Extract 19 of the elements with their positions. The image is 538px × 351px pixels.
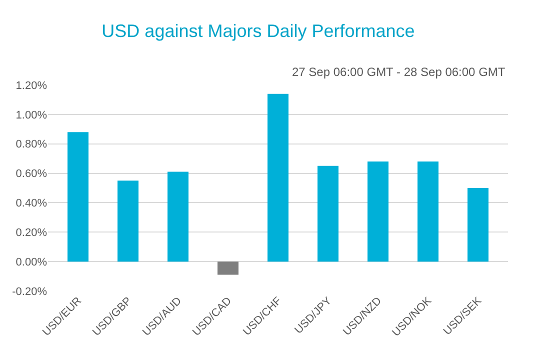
bar — [68, 132, 88, 262]
bar — [418, 162, 438, 262]
bar — [118, 180, 138, 262]
bar — [368, 162, 388, 262]
y-tick-label: 0.60% — [16, 168, 48, 180]
y-tick-label: 0.20% — [16, 226, 48, 239]
y-tick-label: -0.20% — [12, 286, 48, 298]
y-tick-label: 0.80% — [16, 138, 48, 151]
bar — [218, 262, 238, 275]
y-tick-label: 1.00% — [16, 109, 48, 122]
y-tick-label: 0.00% — [16, 256, 48, 268]
y-tick-label: 0.40% — [16, 198, 48, 210]
bar — [318, 166, 338, 262]
y-tick-label: 1.20% — [16, 80, 48, 92]
bar — [468, 188, 488, 262]
bar — [168, 172, 188, 262]
chart-subtitle: 27 Sep 06:00 GMT - 28 Sep 06:00 GMT — [292, 65, 506, 79]
chart-title: USD against Majors Daily Performance — [102, 21, 415, 42]
bar — [268, 94, 288, 262]
